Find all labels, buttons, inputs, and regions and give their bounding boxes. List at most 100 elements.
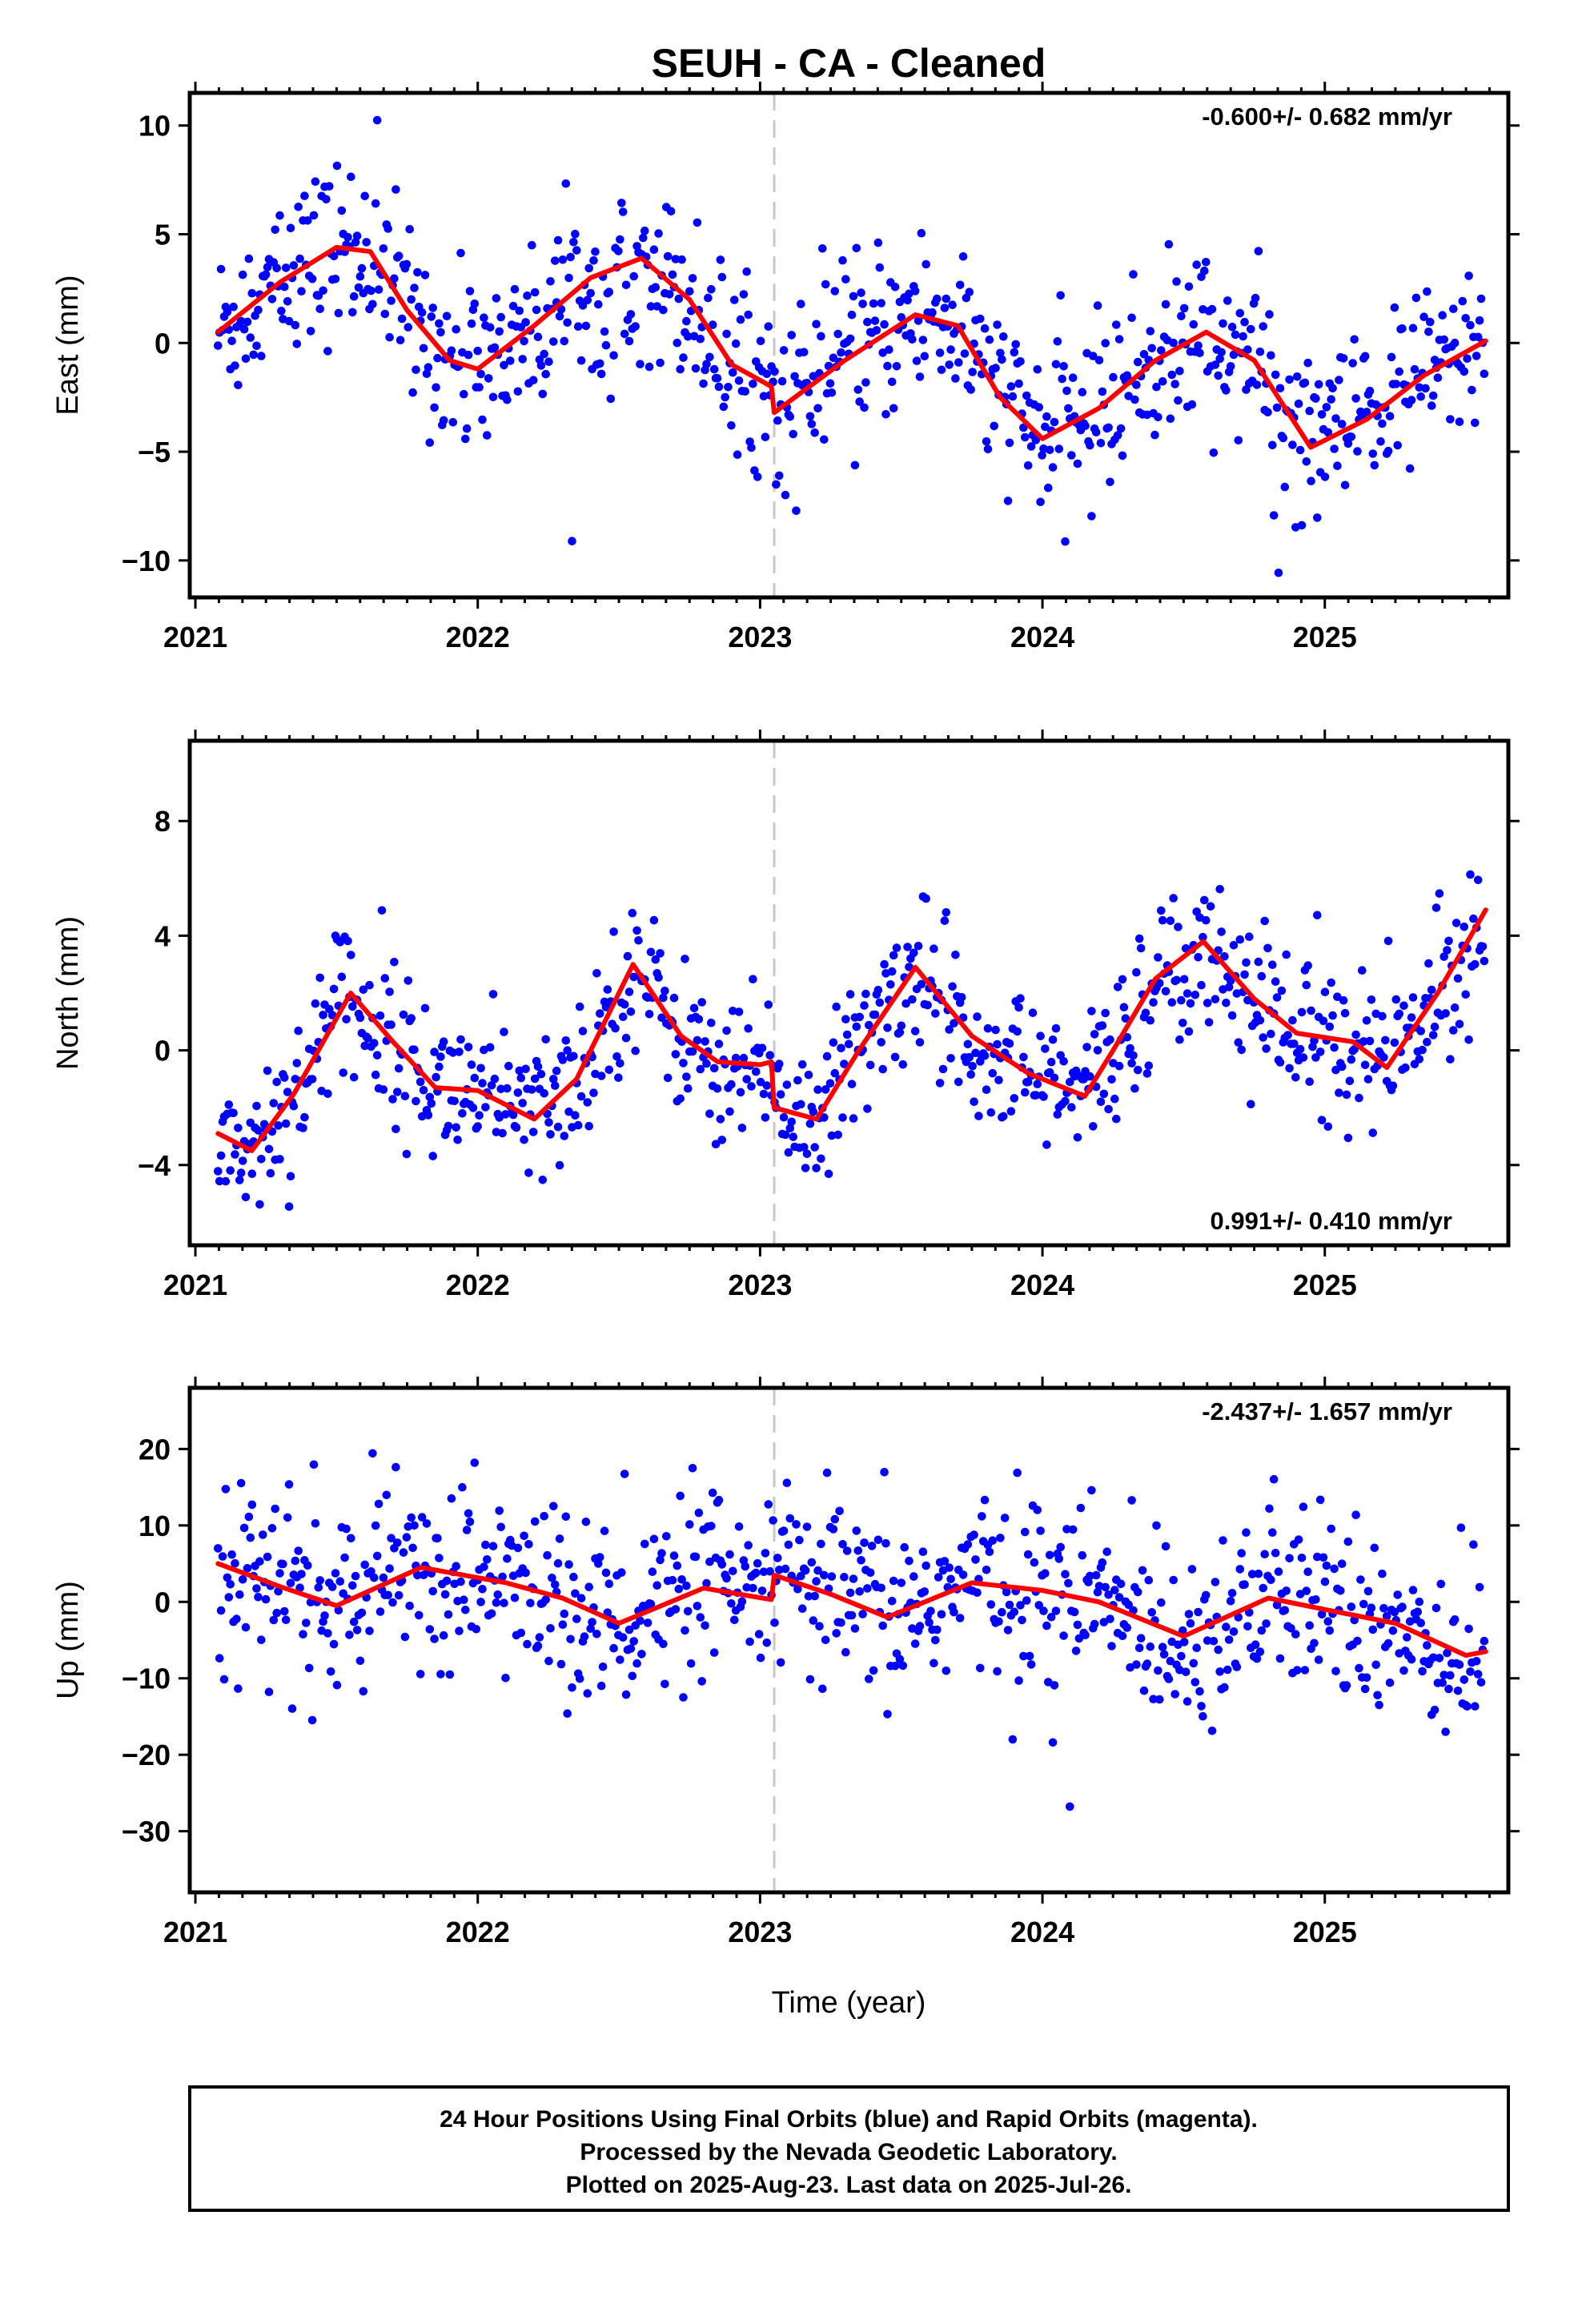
up-point (586, 1624, 595, 1633)
east-point (945, 360, 954, 369)
up-point (464, 1509, 473, 1518)
east-point (1243, 345, 1252, 354)
north-point (817, 1154, 825, 1164)
east-point (1169, 338, 1178, 348)
east-point (777, 376, 787, 386)
up-point (239, 1523, 249, 1533)
up-point (284, 1480, 294, 1489)
east-point (982, 437, 991, 446)
up-point (648, 1567, 657, 1576)
east-y-tick-label: 5 (155, 219, 171, 251)
up-point (725, 1550, 734, 1559)
north-point (1381, 1035, 1390, 1045)
up-point (1282, 1586, 1291, 1595)
north-point (528, 1085, 536, 1094)
up-point (560, 1609, 569, 1618)
north-point (1418, 1045, 1427, 1055)
up-point (1453, 1687, 1463, 1695)
north-point (238, 1156, 247, 1165)
east-point (1139, 350, 1149, 359)
east-point (1343, 439, 1353, 448)
up-point (365, 1626, 374, 1635)
up-point (311, 1519, 320, 1528)
up-point (1056, 1542, 1065, 1552)
east-point (513, 387, 523, 396)
east-point (1124, 392, 1133, 400)
up-point (1106, 1614, 1114, 1623)
east-point (724, 383, 733, 392)
north-point (656, 949, 665, 958)
east-point (860, 403, 869, 412)
east-point (636, 360, 644, 369)
up-point (659, 1639, 668, 1649)
up-point (360, 1560, 370, 1570)
east-point (1134, 357, 1142, 367)
east-point (639, 233, 648, 243)
north-point (252, 1101, 261, 1111)
north-point (569, 1051, 578, 1061)
up-point (1181, 1667, 1191, 1676)
north-point (294, 1026, 303, 1035)
east-point (407, 295, 416, 304)
up-point (267, 1524, 277, 1533)
north-point (359, 985, 368, 995)
north-point (1267, 1029, 1275, 1039)
east-point (284, 316, 294, 326)
up-point (620, 1470, 629, 1478)
east-point (1064, 404, 1073, 413)
east-point (792, 506, 801, 515)
up-point (1262, 1619, 1271, 1628)
north-point (1093, 1046, 1102, 1055)
east-point (275, 211, 284, 220)
up-point (745, 1637, 754, 1647)
east-point (897, 313, 906, 322)
north-point (1320, 987, 1330, 996)
east-point (295, 254, 304, 263)
up-point (1297, 1554, 1307, 1562)
east-point (991, 364, 1000, 372)
north-point (917, 979, 926, 989)
east-point (727, 421, 736, 430)
north-point (737, 1124, 747, 1132)
north-point (1325, 1022, 1335, 1031)
east-point (277, 307, 286, 316)
east-point (1226, 362, 1235, 371)
up-point (236, 1478, 246, 1488)
east-point (847, 310, 857, 320)
up-point (1403, 1633, 1411, 1642)
up-point (1134, 1643, 1144, 1653)
north-point (838, 1113, 847, 1122)
east-point (609, 351, 618, 360)
up-point (910, 1639, 920, 1648)
north-point (393, 1088, 402, 1096)
north-point (973, 1012, 982, 1021)
up-point (873, 1535, 883, 1545)
north-point (935, 1079, 945, 1088)
up-point (1363, 1586, 1373, 1596)
up-point (410, 1521, 419, 1530)
east-point (1091, 428, 1101, 436)
east-point (1167, 370, 1177, 380)
east-point (663, 251, 673, 261)
north-point (999, 1112, 1008, 1121)
up-point (575, 1674, 584, 1683)
north-point (1355, 1093, 1363, 1103)
east-point (1195, 348, 1204, 358)
east-point (362, 238, 371, 247)
north-point (878, 1064, 887, 1074)
east-point (881, 410, 890, 419)
north-point (621, 1033, 631, 1043)
north-point (1461, 990, 1470, 999)
up-point (1371, 1660, 1380, 1670)
north-point (822, 1051, 832, 1061)
east-point (948, 300, 957, 310)
north-point (614, 1073, 623, 1082)
up-point (1254, 1569, 1263, 1578)
up-point (993, 1667, 1002, 1676)
east-point (223, 308, 232, 316)
north-point (861, 989, 870, 999)
north-point (215, 1176, 224, 1186)
up-point (838, 1540, 847, 1549)
east-point (1390, 303, 1399, 312)
north-point (779, 1112, 789, 1122)
